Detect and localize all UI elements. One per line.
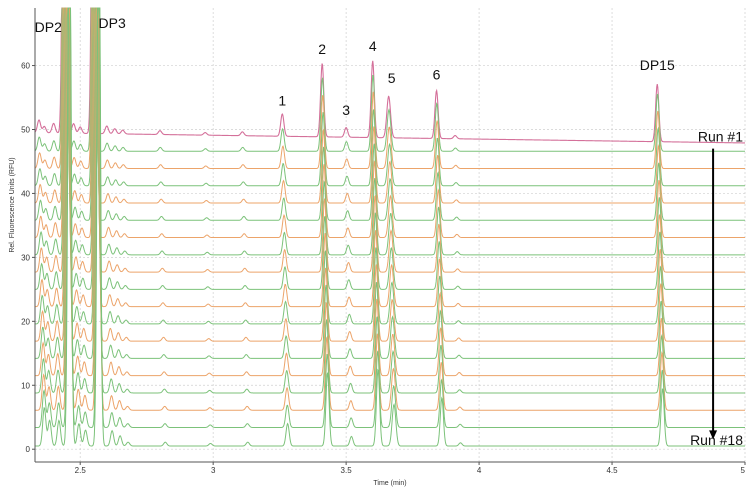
trace-group bbox=[34, 7, 745, 447]
peak-label-1: 1 bbox=[278, 92, 286, 108]
run-trace-9 bbox=[34, 7, 745, 273]
run-trace-11 bbox=[35, 7, 745, 308]
y-axis-label: Rel. Fluorescence Units (RFU) bbox=[9, 157, 16, 252]
run-trace-2 bbox=[34, 7, 745, 152]
run-trace-12 bbox=[35, 7, 745, 325]
peak-label-dp2: DP2 bbox=[35, 19, 62, 35]
run-start-label: Run #1 bbox=[698, 129, 743, 145]
peak-label-dp3: DP3 bbox=[99, 15, 126, 31]
run-trace-4 bbox=[34, 7, 745, 187]
run-trace-6 bbox=[34, 7, 745, 221]
run-trace-5 bbox=[34, 7, 745, 204]
peak-label-3: 3 bbox=[342, 102, 350, 118]
run-trace-8 bbox=[34, 7, 745, 256]
run-trace-15 bbox=[35, 7, 745, 377]
y-tick-label: 60 bbox=[21, 62, 30, 71]
y-tick-label: 10 bbox=[21, 381, 30, 390]
run-annotation-group: Run #1 Run #18 bbox=[690, 129, 743, 448]
x-tick-label: 3.5 bbox=[341, 466, 353, 475]
run-trace-1 bbox=[34, 7, 745, 144]
run-trace-3 bbox=[34, 7, 745, 170]
x-tick-label: 4.5 bbox=[606, 466, 618, 475]
run-trace-18 bbox=[35, 7, 745, 428]
peak-label-dp15: DP15 bbox=[640, 57, 675, 73]
x-tick-label: 2.5 bbox=[75, 466, 87, 475]
run-trace-14 bbox=[35, 7, 745, 359]
run-trace-7 bbox=[34, 7, 745, 239]
x-tick-label: 4 bbox=[477, 466, 482, 475]
x-axis-label: Time (min) bbox=[373, 480, 406, 487]
y-tick-label: 40 bbox=[21, 189, 30, 198]
run-trace-13 bbox=[34, 7, 745, 342]
peak-label-5: 5 bbox=[388, 70, 396, 86]
x-tick-label: 5 bbox=[741, 466, 746, 475]
peak-label-group: DP2 DP3 1 2 3 45 6 DP15 bbox=[35, 15, 675, 118]
peak-label-2: 2 bbox=[318, 41, 326, 57]
run-trace-17 bbox=[35, 7, 745, 411]
y-tick-label: 0 bbox=[26, 445, 31, 454]
arrow-head bbox=[709, 430, 718, 440]
y-tick-label: 20 bbox=[21, 317, 30, 326]
run-trace-10 bbox=[34, 7, 745, 290]
y-tick-label: 30 bbox=[21, 253, 30, 262]
peak-label-6: 6 bbox=[433, 67, 441, 83]
peak-label-4: 4 bbox=[369, 38, 377, 54]
run-end-label: Run #18 bbox=[690, 432, 743, 448]
y-tick-label: 50 bbox=[21, 125, 30, 134]
x-tick-label: 3 bbox=[211, 466, 216, 475]
run-trace-19 bbox=[35, 7, 745, 447]
run-trace-16 bbox=[35, 7, 745, 394]
